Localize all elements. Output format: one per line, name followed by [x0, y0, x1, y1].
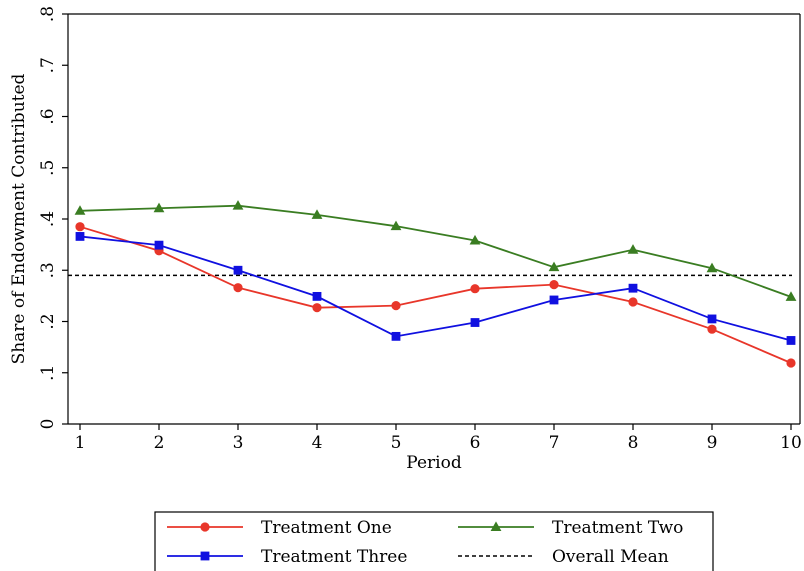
treatment-two-point — [469, 234, 481, 245]
legend-label: Treatment Two — [552, 518, 683, 538]
treatment-two-line — [79, 204, 792, 298]
treatment-two-point — [232, 200, 244, 210]
treatment-one-point — [786, 358, 796, 368]
x-tick-label: 7 — [549, 433, 560, 453]
treatment-two-point — [627, 244, 639, 254]
treatment-three-line — [79, 235, 792, 342]
y-tick-label: .4 — [38, 211, 58, 227]
treatment-two-point — [74, 205, 86, 215]
y-tick-label: .1 — [38, 365, 58, 381]
treatment-three-point — [312, 291, 322, 301]
treatment-two-point — [311, 209, 323, 219]
x-tick-label: 5 — [391, 433, 402, 453]
x-tick-label: 9 — [707, 433, 718, 453]
treatment-one-point — [391, 301, 401, 311]
treatment-one-point — [549, 280, 559, 290]
treatment-two-point — [785, 291, 797, 301]
treatment-two-point — [548, 261, 560, 272]
legend: Treatment One Treatment Two Treatment Thre… — [154, 511, 714, 571]
treatment-three-point — [470, 318, 480, 327]
treatment-one-point — [628, 297, 638, 307]
x-axis-label: Period — [406, 453, 462, 473]
y-tick-label: .2 — [38, 313, 58, 329]
legend-swatch-marker — [490, 521, 502, 531]
plot-area — [67, 13, 801, 425]
treatment-one-series — [75, 222, 796, 368]
y-tick-label: .8 — [38, 6, 58, 22]
treatment-two-series — [74, 200, 797, 301]
treatment-two-point — [706, 262, 718, 273]
legend-swatch-marker — [200, 522, 210, 532]
y-tick-label: 0 — [38, 419, 58, 430]
treatment-three-point — [154, 240, 164, 250]
x-tick-label: 10 — [780, 433, 802, 453]
legend-swatch-marker — [200, 551, 210, 561]
treatment-one-point — [75, 222, 85, 232]
y-tick-label: .5 — [38, 160, 58, 176]
legend-item-treatment-one: Treatment One — [167, 518, 392, 538]
legend-item-treatment-three: Treatment Three — [167, 547, 407, 567]
y-axis-label: Share of Endowment Contributed — [9, 73, 29, 364]
treatment-three-point — [549, 295, 559, 305]
treatment-one-line — [79, 225, 792, 364]
x-tick-label: 4 — [312, 433, 323, 453]
y-tick-label: .7 — [38, 57, 58, 73]
treatment-one-point — [312, 303, 322, 313]
legend-item-overall-mean: Overall Mean — [458, 547, 669, 567]
treatment-one-point — [707, 324, 717, 334]
y-tick-label: .6 — [38, 108, 58, 124]
treatment-two-point — [153, 202, 165, 213]
legend-label: Overall Mean — [552, 547, 669, 567]
treatment-three-point — [707, 314, 717, 324]
treatment-one-point — [233, 283, 243, 293]
x-tick-label: 3 — [233, 433, 244, 453]
treatment-three-point — [391, 331, 401, 341]
x-tick-label: 8 — [628, 433, 639, 453]
treatment-three-point — [628, 283, 638, 293]
x-tick-label: 1 — [75, 433, 86, 453]
legend-item-treatment-two: Treatment Two — [458, 518, 683, 538]
x-tick-label: 6 — [470, 433, 481, 453]
treatment-three-point — [233, 265, 243, 275]
treatment-two-point — [390, 220, 402, 231]
treatment-three-point — [786, 336, 796, 345]
legend-label: Treatment Three — [261, 547, 407, 567]
y-tick-label: .3 — [38, 262, 58, 278]
legend-label: Treatment One — [261, 518, 392, 538]
treatment-three-point — [75, 232, 85, 241]
series-group — [74, 200, 797, 368]
x-axis-ticks: 1 2 3 4 5 6 7 8 9 10 — [75, 424, 802, 453]
y-axis-ticks: 0 .1 .2 .3 .4 .5 .6 .7 .8 — [38, 6, 68, 430]
treatment-three-series — [75, 232, 796, 345]
x-tick-label: 2 — [154, 433, 165, 453]
treatment-one-point — [470, 284, 480, 294]
legend-box — [154, 511, 714, 571]
